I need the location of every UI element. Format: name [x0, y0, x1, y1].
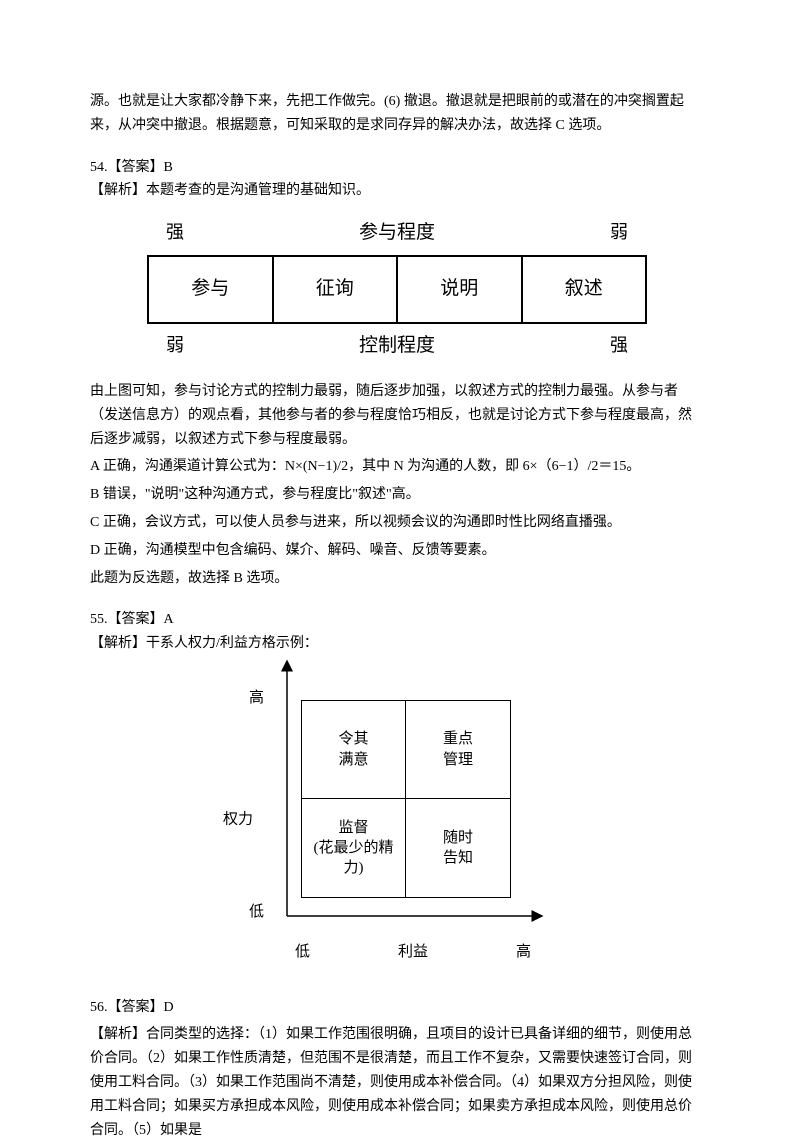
quad-cell-tr: 重点管理	[406, 701, 510, 799]
quad-y-label: 权力	[223, 807, 253, 833]
q56-analysis: 【解析】合同类型的选择：（1）如果工作范围很明确，且项目的设计已具备详细的细节，…	[90, 1023, 704, 1142]
intro-para: 源。也就是让大家都冷静下来，先把工作做完。(6) 撤退。撤退就是把眼前的或潜在的…	[90, 90, 704, 138]
t1-top-right: 弱	[599, 217, 639, 249]
q54-after-4: D 正确，沟通模型中包含编码、媒介、解码、噪音、反馈等要素。	[90, 539, 704, 563]
t1-top-center: 参与程度	[195, 217, 599, 249]
q54-after-2: B 错误，"说明"这种沟通方式，参与程度比"叙述"高。	[90, 483, 704, 507]
q54-after-1: A 正确，沟通渠道计算公式为：N×(N−1)/2，其中 N 为沟通的人数，即 6…	[90, 455, 704, 479]
t1-top-labels: 强 参与程度 弱	[147, 217, 647, 255]
t1-cell-0: 参与	[149, 257, 274, 321]
t1-bottom-labels: 弱 控制程度 强	[147, 324, 647, 362]
quad-axes: 令其满意 重点管理 监督(花最少的精力) 随时告知	[277, 674, 537, 934]
quad-y-low: 低	[249, 900, 264, 926]
q54-after-0: 由上图可知，参与讨论方式的控制力最弱，随后逐步加强，以叙述方式的控制力最强。从参…	[90, 380, 704, 451]
t1-cell-3: 叙述	[523, 257, 646, 321]
participation-control-table: 强 参与程度 弱 参与 征询 说明 叙述 弱 控制程度 强	[147, 217, 647, 362]
t1-bottom-right: 强	[599, 330, 639, 362]
q54-after-3: C 正确，会议方式，可以使人员参与进来，所以视频会议的沟通即时性比网络直播强。	[90, 511, 704, 535]
q54-analysis-intro: 【解析】本题考查的是沟通管理的基础知识。	[90, 179, 704, 203]
t1-top-left: 强	[155, 217, 195, 249]
t1-bottom-left: 弱	[155, 330, 195, 362]
quad-cell-bl: 监督(花最少的精力)	[302, 799, 406, 897]
quad-cell-tl: 令其满意	[302, 701, 406, 799]
quad-grid: 令其满意 重点管理 监督(花最少的精力) 随时告知	[301, 700, 511, 898]
q55-analysis-intro: 【解析】干系人权力/利益方格示例：	[90, 632, 704, 656]
q56-answer: 56.【答案】D	[90, 996, 704, 1020]
q54-answer: 54.【答案】B	[90, 156, 704, 180]
t1-cell-2: 说明	[398, 257, 523, 321]
power-interest-grid: 权力 高 低 令其满意 重点管理 监督(花最少的精力) 随时告知 低 利益 高	[227, 674, 567, 966]
quad-cell-br: 随时告知	[406, 799, 510, 897]
q55-answer: 55.【答案】A	[90, 608, 704, 632]
q54-after-5: 此题为反选题，故选择 B 选项。	[90, 567, 704, 591]
t1-cell-1: 征询	[274, 257, 399, 321]
t1-row: 参与 征询 说明 叙述	[147, 255, 647, 323]
t1-bottom-center: 控制程度	[195, 330, 599, 362]
quad-y-high: 高	[249, 686, 264, 712]
